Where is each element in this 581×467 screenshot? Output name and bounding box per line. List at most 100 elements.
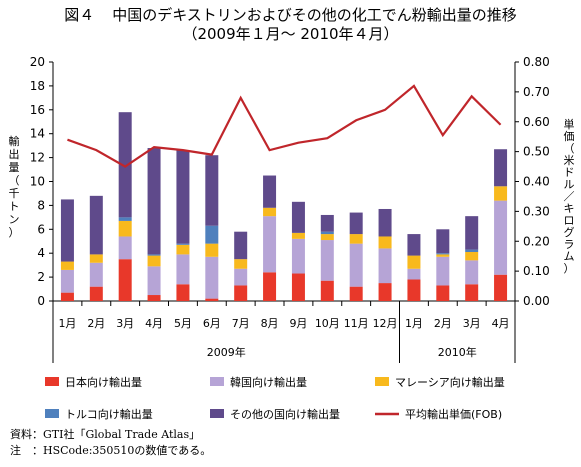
- right-tick-label: 0.00: [523, 294, 550, 308]
- legend-label: 日本向け輸出量: [65, 375, 142, 389]
- y-axis-label-char: ン: [9, 213, 20, 226]
- bar-other: [378, 208, 392, 237]
- source-note: 資料：GTI社「Global Trade Atlas」: [10, 428, 201, 441]
- bar-korea: [291, 238, 305, 274]
- left-tick-label: 10: [30, 175, 45, 189]
- bar-malaysia: [205, 243, 219, 257]
- bar-japan: [436, 285, 450, 301]
- x-tick-label: 12月: [373, 317, 398, 330]
- bar-japan: [176, 284, 190, 301]
- y-axis-label-char: 輸: [9, 134, 20, 148]
- bar-turkey: [176, 243, 190, 245]
- y2-axis-label-char: 米: [564, 154, 575, 167]
- left-tick-label: 2: [37, 270, 45, 284]
- bar-other: [176, 150, 190, 244]
- bar-japan: [60, 292, 74, 301]
- year-label: 2010年: [438, 345, 477, 359]
- bar-malaysia: [378, 236, 392, 249]
- bar-turkey: [147, 254, 161, 256]
- bar-korea: [378, 248, 392, 284]
- notes: 資料：GTI社「Global Trade Atlas」 注 ：HSCode:35…: [10, 427, 211, 459]
- legend-label: 平均輸出単価(FOB): [405, 407, 502, 421]
- y-axis-label-char: ）: [9, 226, 20, 239]
- right-tick-label: 0.50: [523, 145, 550, 159]
- export-chart: 0 2 4 6 8 10 12 14 16 18 20 0.00 0.10 0.20 0.30 0.40 0.5…: [9, 55, 575, 421]
- bar-other: [263, 175, 277, 208]
- legend-swatch: [210, 409, 224, 418]
- legend-label: トルコ向け輸出量: [65, 407, 153, 421]
- y-axis-label-char: 量: [9, 161, 20, 174]
- bar-japan: [263, 272, 277, 301]
- bar-other: [465, 216, 479, 250]
- x-tick-label: 2月: [434, 317, 452, 330]
- title-line-2: （2009年１月～ 2010年４月）: [182, 25, 399, 43]
- right-tick-label: 0.20: [523, 234, 550, 248]
- x-tick-label: 8月: [261, 317, 279, 330]
- bar-japan: [465, 284, 479, 301]
- x-tick-label: 3月: [116, 317, 134, 330]
- bar-other: [320, 214, 334, 232]
- bar-malaysia: [147, 255, 161, 267]
- right-tick-label: 0.30: [523, 204, 550, 218]
- bar-malaysia: [89, 254, 103, 263]
- left-tick-label: 16: [30, 103, 45, 117]
- bar-other: [234, 231, 248, 260]
- left-tick-label: 8: [37, 198, 45, 212]
- bar-korea: [176, 254, 190, 285]
- left-tick-label: 14: [30, 127, 45, 141]
- bar-other: [118, 112, 132, 218]
- x-tick-label: 1月: [58, 317, 76, 330]
- bar-turkey: [205, 225, 219, 244]
- bar-other: [494, 149, 508, 187]
- bar-malaysia: [349, 234, 363, 244]
- left-tick-label: 18: [30, 79, 45, 93]
- right-tick-label: 0.40: [523, 175, 550, 189]
- bar-japan: [349, 286, 363, 301]
- left-tick-label: 6: [37, 222, 45, 236]
- left-tick-label: 4: [37, 246, 45, 260]
- y-axis-label-char: 出: [9, 147, 20, 161]
- figure-number: 図４: [64, 6, 95, 24]
- x-tick-label: 3月: [463, 317, 481, 330]
- bar-malaysia: [118, 220, 132, 237]
- chart-title: 図４ 中国のデキストリンおよびその他の化工でん粉輸出量の推移 （2009年１月～ …: [0, 6, 581, 44]
- year-label: 2009年: [207, 345, 246, 359]
- left-tick-label: 20: [30, 55, 45, 69]
- price-line: [67, 84, 502, 168]
- x-tick-label: 11月: [344, 317, 369, 330]
- legend-label: その他の国向け輸出量: [230, 407, 340, 421]
- legend-swatch: [45, 409, 59, 418]
- bar-other: [291, 201, 305, 233]
- bar-malaysia: [494, 186, 508, 201]
- bar-other: [349, 212, 363, 235]
- bar-korea: [465, 260, 479, 285]
- bar-korea: [320, 240, 334, 281]
- bar-other: [60, 199, 74, 262]
- y2-axis-label-char: ロ: [564, 214, 575, 227]
- bar-japan: [234, 285, 248, 301]
- bar-japan: [205, 298, 219, 301]
- bar-malaysia: [291, 232, 305, 239]
- bar-korea: [89, 262, 103, 287]
- bar-korea: [234, 268, 248, 286]
- bar-other: [147, 148, 161, 255]
- y-axis-label-char: ト: [9, 200, 20, 213]
- legend-swatch: [375, 377, 389, 386]
- right-tick-label: 0.60: [523, 115, 550, 129]
- x-tick-label: 2月: [87, 317, 105, 330]
- x-tick-label: 1月: [405, 317, 423, 330]
- legend-swatch: [210, 377, 224, 386]
- legend-swatch: [45, 377, 59, 386]
- bar-other: [205, 155, 219, 226]
- x-tick-label: 5月: [174, 317, 192, 330]
- bar-korea: [147, 266, 161, 296]
- y2-axis-label-char: ）: [564, 262, 575, 275]
- bar-turkey: [118, 217, 132, 221]
- bar-japan: [494, 274, 508, 301]
- bar-other: [89, 195, 103, 255]
- bar-korea: [349, 243, 363, 287]
- y2-axis-label-char: 単: [564, 117, 575, 131]
- y-axis-label-char: （: [9, 174, 20, 187]
- bar-malaysia: [176, 244, 190, 255]
- bar-malaysia: [263, 207, 277, 217]
